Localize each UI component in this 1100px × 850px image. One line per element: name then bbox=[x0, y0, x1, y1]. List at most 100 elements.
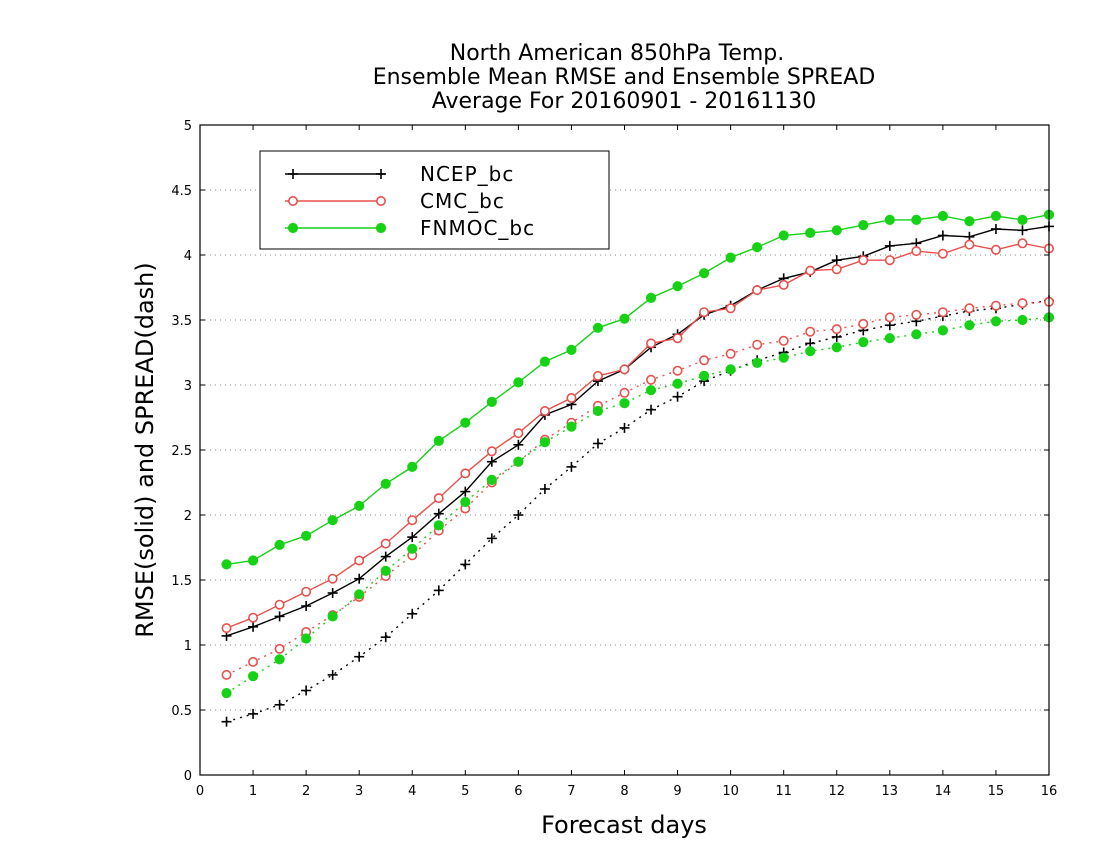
fnmoc-bc-rmse-point bbox=[301, 530, 312, 541]
cmc-bc-rmse-point bbox=[407, 515, 418, 526]
chart-title-line-2: Ensemble Mean RMSE and Ensemble SPREAD bbox=[373, 65, 876, 90]
legend-box bbox=[259, 150, 610, 250]
cmc-bc-rmse-point bbox=[327, 573, 338, 584]
fnmoc-bc-rmse-point bbox=[672, 281, 683, 292]
fnmoc-bc-spread-point bbox=[433, 520, 444, 531]
y-tick-label: 4.5 bbox=[171, 184, 192, 199]
fnmoc-bc-spread-point bbox=[486, 474, 497, 485]
ncep-bc-spread-point bbox=[380, 632, 391, 643]
ncep-bc-spread-point bbox=[592, 438, 603, 449]
cmc-bc-spread-point bbox=[884, 312, 895, 323]
fnmoc-bc-rmse-point bbox=[247, 555, 259, 566]
x-tick-label: 3 bbox=[355, 784, 363, 799]
fnmoc-bc-rmse-point bbox=[486, 396, 497, 407]
fnmoc-bc-spread-point bbox=[858, 337, 869, 348]
ncep-bc-spread-point bbox=[327, 669, 338, 680]
cmc-bc-rmse-point bbox=[539, 405, 550, 416]
legend-marker-fnmoc-bc bbox=[375, 222, 387, 234]
x-tick-label: 11 bbox=[775, 784, 792, 799]
fnmoc-bc-rmse-point bbox=[592, 322, 604, 333]
ncep-bc-spread-point bbox=[566, 461, 577, 472]
fnmoc-bc-spread-point bbox=[460, 496, 471, 508]
fnmoc-bc-spread-point bbox=[645, 385, 657, 396]
x-tick-label: 2 bbox=[302, 784, 310, 799]
ncep-bc-spread-point bbox=[646, 404, 657, 415]
ncep-bc-spread-point bbox=[301, 685, 312, 696]
cmc-bc-rmse-point bbox=[513, 428, 524, 439]
fnmoc-bc-spread-point bbox=[937, 325, 948, 336]
x-tick-label: 0 bbox=[196, 784, 204, 799]
ncep-bc-rmse-point bbox=[486, 456, 497, 467]
fnmoc-bc-rmse-point bbox=[805, 227, 816, 238]
cmc-bc-rmse-point bbox=[1017, 238, 1028, 249]
fnmoc-bc-rmse-point bbox=[937, 210, 948, 222]
fnmoc-bc-rmse-point bbox=[911, 214, 922, 225]
ncep-bc-rmse-point bbox=[407, 532, 418, 543]
cmc-bc-rmse-point bbox=[699, 307, 710, 318]
cmc-bc-spread-point bbox=[831, 324, 842, 335]
cmc-bc-spread-point bbox=[752, 339, 763, 350]
fnmoc-bc-spread-point bbox=[380, 565, 391, 577]
y-tick-label: 5 bbox=[184, 119, 192, 134]
ncep-bc-spread-point bbox=[407, 608, 418, 619]
cmc-bc-rmse-point bbox=[221, 623, 232, 634]
fnmoc-bc-spread-point bbox=[619, 398, 630, 409]
cmc-bc-rmse-point bbox=[646, 338, 657, 349]
fnmoc-bc-spread-point bbox=[752, 357, 763, 368]
fnmoc-bc-rmse-point bbox=[831, 225, 842, 236]
y-tick-label: 3.5 bbox=[171, 314, 192, 329]
cmc-bc-rmse-point bbox=[672, 333, 683, 344]
fnmoc-bc-spread-point bbox=[884, 333, 895, 344]
x-tick-label: 9 bbox=[673, 784, 681, 799]
axis-ticks: 00.511.522.533.544.550 1 2 3 4 5 6 7 8 9 10 11 12 13 1… bbox=[171, 119, 1057, 799]
cmc-bc-rmse-point bbox=[566, 392, 577, 403]
ncep-bc-rmse-point bbox=[990, 224, 1001, 234]
fnmoc-bc-spread-point bbox=[805, 346, 816, 357]
ncep-bc-spread-point bbox=[539, 484, 550, 494]
ncep-bc-spread-point bbox=[248, 708, 259, 719]
cmc-bc-rmse-point bbox=[805, 265, 816, 276]
cmc-bc-rmse-point bbox=[752, 285, 763, 296]
ncep-bc-rmse-point bbox=[248, 621, 259, 632]
fnmoc-bc-rmse-point bbox=[274, 539, 285, 551]
fnmoc-bc-spread-point bbox=[964, 320, 975, 331]
fnmoc-bc-spread-point bbox=[911, 329, 922, 340]
fnmoc-bc-rmse-point bbox=[778, 230, 789, 241]
cmc-bc-spread-point bbox=[646, 374, 657, 385]
ncep-bc-rmse-point bbox=[831, 255, 842, 266]
cmc-bc-spread-point bbox=[1017, 298, 1028, 309]
fnmoc-bc-spread-point bbox=[221, 688, 232, 699]
y-tick-label: 0.5 bbox=[171, 704, 192, 719]
fnmoc-bc-rmse-point bbox=[725, 252, 736, 263]
fnmoc-bc-spread-point bbox=[990, 316, 1002, 327]
fnmoc-bc-spread-point bbox=[513, 456, 524, 467]
cmc-bc-spread-point bbox=[672, 365, 683, 376]
ncep-bc-rmse-point bbox=[327, 588, 338, 598]
fnmoc-bc-rmse-line bbox=[226, 214, 1050, 566]
fnmoc-bc-rmse-point bbox=[407, 461, 418, 472]
fnmoc-bc-spread-point bbox=[592, 405, 604, 417]
fnmoc-bc-rmse-point bbox=[221, 559, 232, 570]
ncep-bc-rmse-point bbox=[460, 486, 471, 497]
fnmoc-bc-rmse-point bbox=[380, 478, 391, 489]
cmc-bc-spread-point bbox=[990, 300, 1001, 311]
cmc-bc-rmse-point bbox=[248, 612, 259, 623]
x-tick-label: 1 bbox=[249, 784, 257, 799]
cmc-bc-rmse-point bbox=[858, 255, 869, 266]
cmc-bc-spread-line bbox=[226, 301, 1050, 676]
cmc-bc-rmse-point bbox=[964, 239, 975, 250]
fnmoc-bc-spread-point bbox=[407, 543, 418, 554]
ncep-bc-rmse-point bbox=[380, 551, 391, 562]
ncep-bc-spread-point bbox=[274, 699, 285, 710]
gridlines bbox=[200, 189, 1049, 711]
cmc-bc-rmse-point bbox=[911, 246, 922, 257]
x-tick-label: 5 bbox=[461, 784, 469, 799]
fnmoc-bc-rmse-point bbox=[433, 435, 444, 446]
x-tick-label: 8 bbox=[620, 784, 628, 799]
fnmoc-bc-spread-point bbox=[725, 364, 736, 375]
cmc-bc-rmse-point bbox=[301, 586, 312, 597]
fnmoc-bc-rmse-point bbox=[619, 313, 630, 324]
x-tick-label: 12 bbox=[828, 784, 845, 799]
y-axis-label: RMSE(solid) and SPREAD(dash) bbox=[131, 262, 159, 638]
cmc-bc-spread-point bbox=[619, 387, 630, 398]
